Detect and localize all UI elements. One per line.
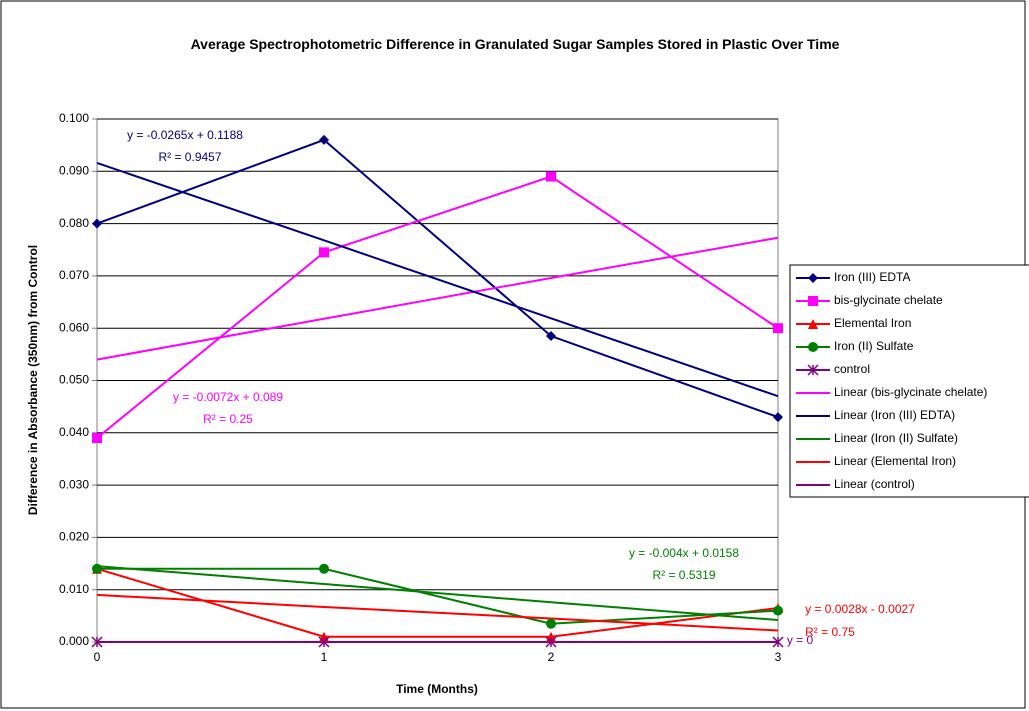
marker: [91, 636, 103, 648]
series-line: [96, 138, 779, 419]
x-axis-label: Time (Months): [396, 682, 478, 696]
annotation: y = -0.0265x + 0.1188: [127, 128, 243, 142]
marker: [319, 134, 329, 145]
annotation: y = 0.0028x - 0.0027: [805, 602, 915, 616]
annotation: R² = 0.9457: [158, 150, 221, 164]
legend-label: Iron (III) EDTA: [834, 270, 910, 284]
marker: [92, 433, 102, 444]
marker: [808, 273, 818, 283]
x-tick-label: 2: [548, 650, 555, 664]
chart-title: Average Spectrophotometric Difference in…: [190, 36, 840, 52]
legend-label: Linear (control): [834, 477, 915, 491]
legend-label: Iron (II) Sulfate: [834, 339, 914, 353]
y-tick-label: 0.040: [59, 425, 89, 439]
y-tick-label: 0.010: [59, 582, 89, 596]
y-tick-label: 0.080: [59, 216, 89, 230]
marker: [807, 364, 819, 376]
marker: [545, 636, 557, 648]
marker: [319, 563, 329, 574]
series-line: [96, 175, 779, 439]
y-tick-label: 0.000: [59, 634, 89, 648]
annotation: y = -0.0072x + 0.089: [173, 390, 283, 404]
x-tick-label: 0: [94, 650, 101, 664]
marker: [808, 319, 818, 329]
marker: [318, 636, 330, 648]
y-tick-label: 0.060: [59, 320, 89, 334]
legend-label: Linear (Elemental Iron): [834, 454, 956, 468]
legend-label: Linear (bis-glycinate chelate): [834, 385, 987, 399]
marker: [773, 605, 783, 616]
marker: [546, 618, 556, 629]
legend-label: bis-glycinate chelate: [834, 293, 943, 307]
marker: [92, 563, 102, 574]
y-axis-label: Difference in Absorbance (350nm) from Co…: [26, 245, 40, 515]
x-tick-label: 3: [775, 650, 782, 664]
legend-label: control: [834, 362, 870, 376]
series-line: [96, 236, 779, 361]
marker: [546, 331, 556, 342]
legend-label: Linear (Iron (II) Sulfate): [834, 431, 958, 445]
annotation: y = -0.004x + 0.0158: [629, 546, 739, 560]
series-line: [96, 593, 779, 632]
legend-label: Elemental Iron: [834, 316, 911, 330]
annotation: R² = 0.5319: [652, 568, 715, 582]
legend-box: [789, 264, 1029, 498]
annotation: R² = 0.75: [805, 625, 855, 639]
marker: [546, 171, 556, 182]
y-tick-label: 0.030: [59, 477, 89, 491]
y-tick-label: 0.050: [59, 373, 89, 387]
marker: [808, 296, 818, 306]
series-line: [96, 565, 779, 622]
series-line: [96, 567, 779, 638]
annotation: R² = 0.25: [203, 412, 253, 426]
series-line: [96, 161, 779, 398]
legend-label: Linear (Iron (III) EDTA): [834, 408, 955, 422]
y-tick-label: 0.020: [59, 530, 89, 544]
marker: [808, 342, 818, 352]
series-line: [97, 567, 779, 625]
marker: [773, 412, 783, 423]
y-tick-label: 0.090: [59, 163, 89, 177]
marker: [772, 636, 784, 648]
x-tick-label: 1: [321, 650, 328, 664]
annotation: y = 0: [787, 633, 814, 647]
y-tick-label: 0.070: [59, 268, 89, 282]
y-tick-label: 0.100: [59, 111, 89, 125]
marker: [773, 323, 783, 334]
marker: [92, 218, 102, 229]
marker: [319, 247, 329, 258]
